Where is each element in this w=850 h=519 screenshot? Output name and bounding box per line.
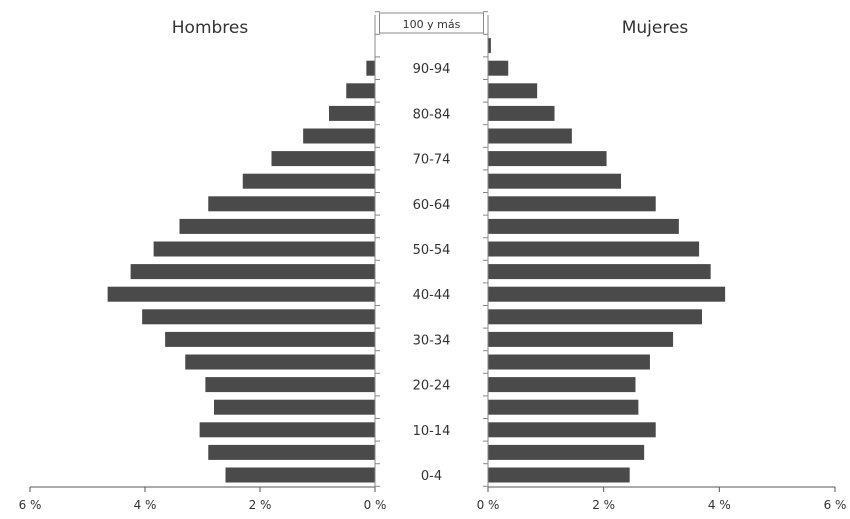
- right-x-tick-label: 2 %: [592, 498, 615, 512]
- bar-hombres-25-29: [185, 354, 375, 370]
- bar-mujeres-35-39: [488, 309, 702, 325]
- bar-hombres-15-19: [214, 399, 375, 415]
- bar-mujeres-45-49: [488, 264, 711, 280]
- bar-mujeres-75-79: [488, 128, 572, 144]
- left-x-tick-label: 6 %: [19, 498, 42, 512]
- right-x-tick-label: 4 %: [708, 498, 731, 512]
- age-group-labels: 0-4 10-14 20-24 30-34 40-44 50-54 60-64 70-74 80…: [379, 12, 484, 484]
- right-title: Mujeres: [622, 18, 689, 38]
- age-label-60-64: 60-64: [413, 198, 451, 213]
- bar-hombres-35-39: [142, 309, 375, 325]
- bar-mujeres-0-4: [488, 467, 630, 483]
- bar-hombres-20-24: [205, 377, 375, 393]
- age-label-0-4: 0-4: [421, 469, 442, 484]
- bar-hombres-10-14: [199, 422, 375, 438]
- center-axis-ticks: [374, 11, 489, 487]
- bar-hombres-40-44: [107, 286, 375, 302]
- bar-mujeres-70-74: [488, 151, 607, 167]
- bars-mujeres: [488, 38, 726, 483]
- bar-hombres-45-49: [130, 264, 375, 280]
- left-title: Hombres: [172, 18, 249, 38]
- left-x-tick-label: 2 %: [249, 498, 272, 512]
- bar-mujeres-30-34: [488, 331, 674, 347]
- bar-hombres-85-89: [346, 83, 375, 99]
- bar-mujeres-10-14: [488, 422, 656, 438]
- bar-mujeres-40-44: [488, 286, 726, 302]
- bar-hombres-65-69: [242, 173, 375, 189]
- age-label-40-44: 40-44: [413, 288, 451, 303]
- bars-hombres: [107, 60, 375, 483]
- bar-mujeres-85-89: [488, 83, 538, 99]
- bar-hombres-70-74: [271, 151, 375, 167]
- age-label-50-54: 50-54: [413, 243, 451, 258]
- age-label-70-74: 70-74: [413, 153, 451, 168]
- age-label-90-94: 90-94: [413, 62, 451, 77]
- bar-hombres-0-4: [225, 467, 375, 483]
- bar-hombres-50-54: [153, 241, 375, 257]
- bar-mujeres-20-24: [488, 377, 636, 393]
- age-label-80-84: 80-84: [413, 107, 451, 122]
- bar-mujeres-80-84: [488, 105, 555, 121]
- bar-hombres-60-64: [208, 196, 375, 212]
- bar-mujeres-90-94: [488, 60, 509, 76]
- bar-mujeres-25-29: [488, 354, 650, 370]
- bar-mujeres-15-19: [488, 399, 639, 415]
- left-x-tick-label: 4 %: [134, 498, 157, 512]
- bar-mujeres-50-54: [488, 241, 700, 257]
- bar-mujeres-65-69: [488, 173, 622, 189]
- bar-mujeres-55-59: [488, 218, 679, 234]
- age-label-100 y más: 100 y más: [403, 18, 461, 31]
- bar-hombres-80-84: [329, 105, 375, 121]
- right-x-tick-label: 6 %: [824, 498, 847, 512]
- top-label-box: [379, 12, 484, 34]
- bar-hombres-55-59: [179, 218, 375, 234]
- bar-mujeres-5-9: [488, 444, 645, 460]
- bar-hombres-5-9: [208, 444, 375, 460]
- bar-mujeres-60-64: [488, 196, 656, 212]
- age-label-20-24: 20-24: [413, 379, 451, 394]
- age-label-30-34: 30-34: [413, 333, 451, 348]
- right-x-tick-label: 0 %: [477, 498, 500, 512]
- bar-hombres-75-79: [303, 128, 375, 144]
- bar-mujeres-95-99: [488, 38, 491, 54]
- left-x-tick-label: 0 %: [364, 498, 387, 512]
- bar-hombres-90-94: [366, 60, 375, 76]
- bar-hombres-30-34: [165, 331, 375, 347]
- x-axes: 6 % 4 % 2 % 0 % 0 % 2 % 4 % 6 %: [19, 486, 847, 512]
- age-label-10-14: 10-14: [413, 424, 451, 439]
